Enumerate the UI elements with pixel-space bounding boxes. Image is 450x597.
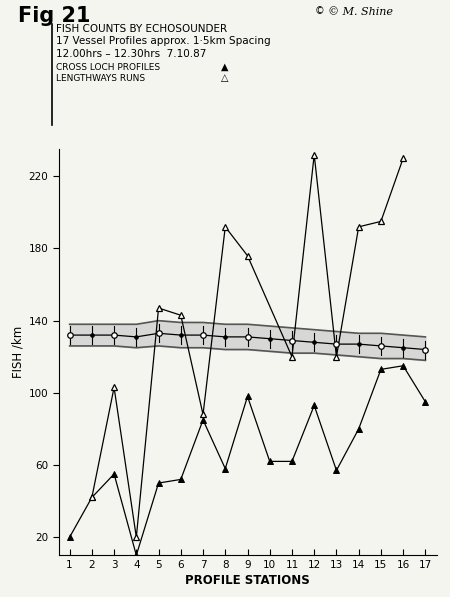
- Text: ▲: ▲: [220, 62, 228, 72]
- Text: 12.00hrs – 12.30hrs  7.10.87: 12.00hrs – 12.30hrs 7.10.87: [56, 49, 207, 59]
- Text: △: △: [220, 73, 228, 84]
- X-axis label: PROFILE STATIONS: PROFILE STATIONS: [185, 574, 310, 587]
- Y-axis label: FISH /km: FISH /km: [11, 326, 24, 378]
- Text: Fig 21: Fig 21: [18, 6, 90, 26]
- Text: ©: ©: [315, 7, 325, 17]
- Text: LENGTHWAYS RUNS: LENGTHWAYS RUNS: [56, 74, 145, 83]
- Text: FISH COUNTS BY ECHOSOUNDER: FISH COUNTS BY ECHOSOUNDER: [56, 24, 227, 34]
- Text: CROSS LOCH PROFILES: CROSS LOCH PROFILES: [56, 63, 160, 72]
- Text: 17 Vessel Profiles approx. 1·5km Spacing: 17 Vessel Profiles approx. 1·5km Spacing: [56, 36, 271, 46]
- Text: © M. Shine: © M. Shine: [328, 7, 393, 17]
